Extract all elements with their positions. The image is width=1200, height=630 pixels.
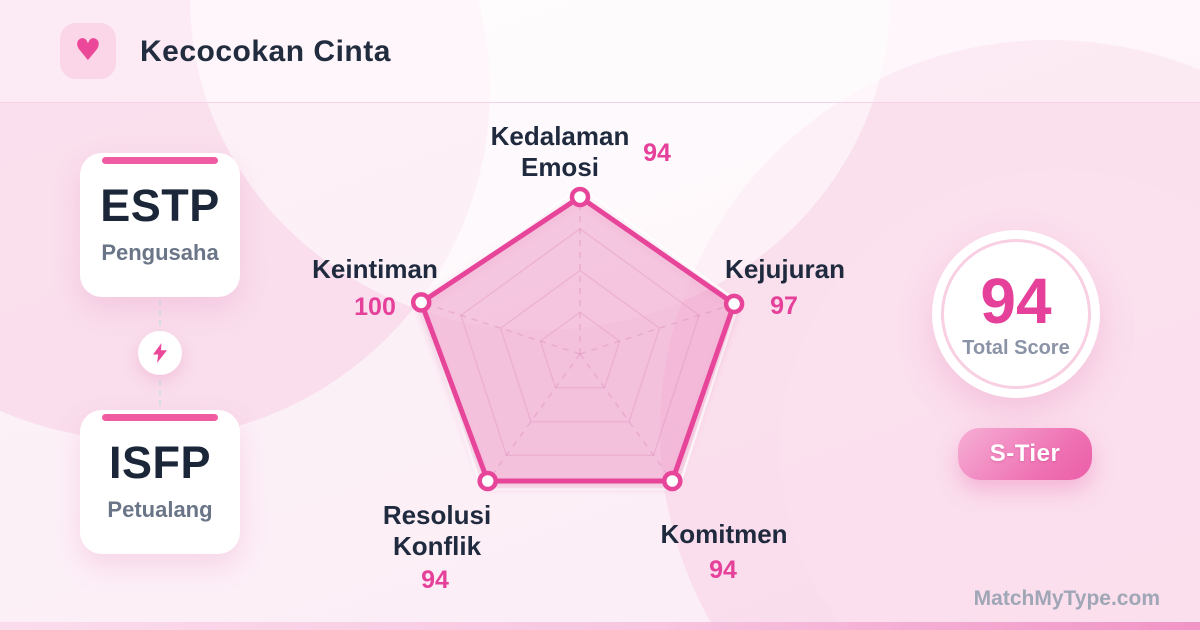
radar-label-resolusi-konflik: Resolusi Konflik [382,500,492,561]
type-code: ESTP [100,180,220,231]
radar-label-kejujuran: Kejujuran [725,254,845,284]
versus-badge [138,331,182,375]
radar-value-komitmen: 94 [709,556,737,584]
type-card-isfp: ISFP Petualang [80,410,240,554]
radar-value-keintiman: 100 [354,293,396,321]
heart-icon: ♥ [74,33,102,68]
header-bar: ♥ Kecocokan Cinta [0,0,1200,103]
page-title: Kecocokan Cinta [140,34,391,68]
radar-chart [410,185,745,492]
radar-label-keintiman: Keintiman [312,254,438,284]
total-score-value: 94 [980,264,1052,337]
card-accent-bar [102,414,218,421]
bottom-accent-bar [0,622,1200,630]
type-name: Petualang [107,497,213,522]
type-code: ISFP [108,437,212,488]
card-accent-bar [102,157,218,164]
radar-label-kedalaman-emosi: Kedalaman Emosi [490,121,630,182]
radar-value-kejujuran: 97 [770,292,798,320]
radar-value-kedalaman-emosi: 94 [643,139,671,167]
lightning-bolt-icon [153,343,167,363]
watermark: MatchMyType.com [973,587,1160,610]
total-score-label: Total Score [962,336,1070,359]
radar-label-komitmen: Komitmen [660,519,788,549]
type-name: Pengusaha [101,240,219,265]
total-score-circle: 94 Total Score [932,230,1100,398]
tier-badge: S-Tier [958,428,1092,480]
heart-badge: ♥ [60,23,116,79]
type-card-estp: ESTP Pengusaha [80,153,240,297]
radar-value-resolusi-konflik: 94 [421,566,449,594]
